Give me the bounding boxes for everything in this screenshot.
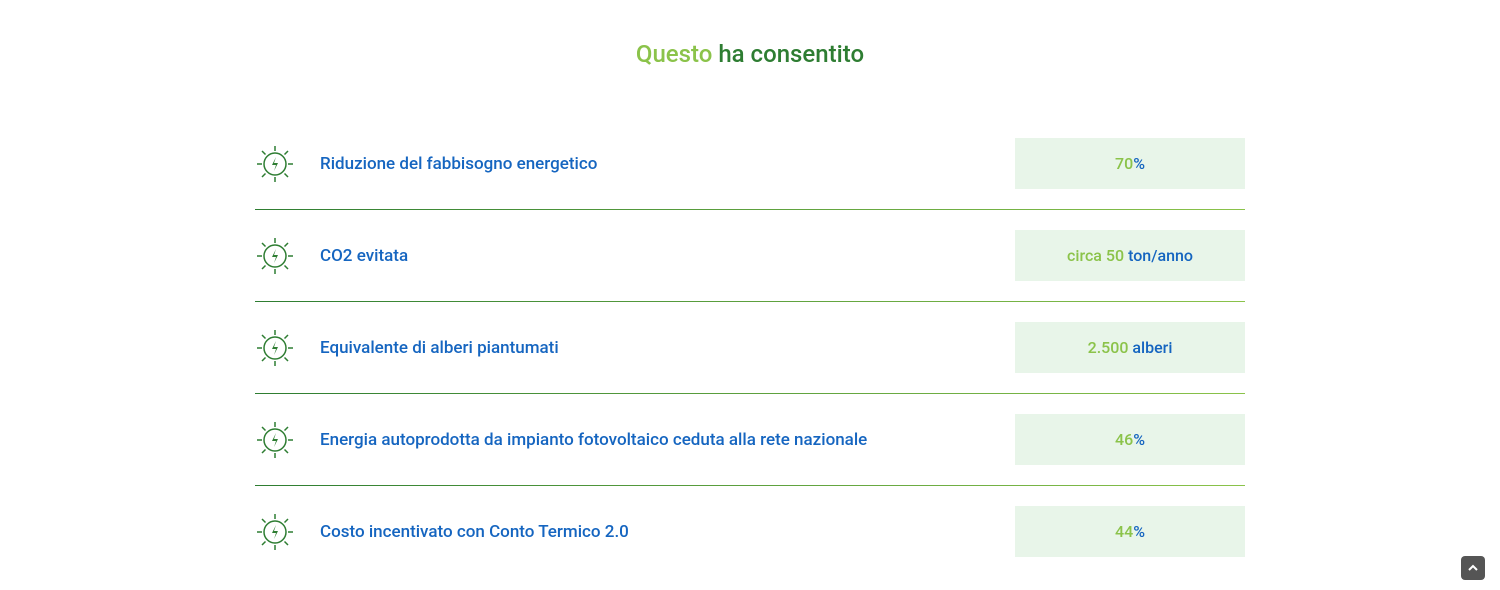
metric-value-box: 46% [1015, 414, 1245, 465]
energy-bolt-icon [255, 512, 295, 552]
value-highlight: 2.500 [1088, 338, 1129, 357]
metric-row: Riduzione del fabbisogno energetico 70% [255, 118, 1245, 210]
metric-value-box: circa 50 ton/anno [1015, 230, 1245, 281]
energy-bolt-icon [255, 328, 295, 368]
chevron-up-icon [1467, 562, 1479, 574]
metric-label: Energia autoprodotta da impianto fotovol… [320, 430, 1015, 450]
energy-bolt-icon [255, 144, 295, 184]
metric-label: Costo incentivato con Conto Termico 2.0 [320, 522, 1015, 542]
metric-label: Equivalente di alberi piantumati [320, 338, 1015, 358]
value-suffix: ton/anno [1124, 246, 1193, 265]
value-highlight: 70 [1115, 154, 1133, 173]
metric-value-box: 2.500 alberi [1015, 322, 1245, 373]
energy-bolt-icon [255, 420, 295, 460]
metric-value-box: 44% [1015, 506, 1245, 557]
energy-bolt-icon [255, 236, 295, 276]
value-suffix: % [1133, 154, 1145, 173]
metric-label: CO2 evitata [320, 246, 1015, 266]
value-highlight: 44 [1115, 522, 1133, 541]
value-suffix: % [1133, 430, 1145, 449]
metrics-list: Riduzione del fabbisogno energetico 70% [255, 118, 1245, 577]
title-part-2: ha consentito [718, 40, 864, 68]
metric-row: Equivalente di alberi piantumati 2.500 a… [255, 302, 1245, 394]
section-title: Questo ha consentito [255, 40, 1245, 68]
title-part-1: Questo [636, 40, 712, 68]
metric-value-box: 70% [1015, 138, 1245, 189]
value-highlight: 50 [1106, 246, 1124, 265]
value-suffix: alberi [1128, 338, 1172, 357]
metric-row: CO2 evitata circa 50 ton/anno [255, 210, 1245, 302]
metric-row: Costo incentivato con Conto Termico 2.0 … [255, 486, 1245, 577]
metrics-section: Questo ha consentito Riduzione del [255, 0, 1245, 577]
scroll-to-top-button[interactable] [1461, 556, 1485, 580]
value-suffix: % [1133, 522, 1145, 541]
metric-label: Riduzione del fabbisogno energetico [320, 154, 1015, 174]
value-highlight: 46 [1115, 430, 1133, 449]
value-prefix: circa [1067, 246, 1106, 265]
metric-row: Energia autoprodotta da impianto fotovol… [255, 394, 1245, 486]
